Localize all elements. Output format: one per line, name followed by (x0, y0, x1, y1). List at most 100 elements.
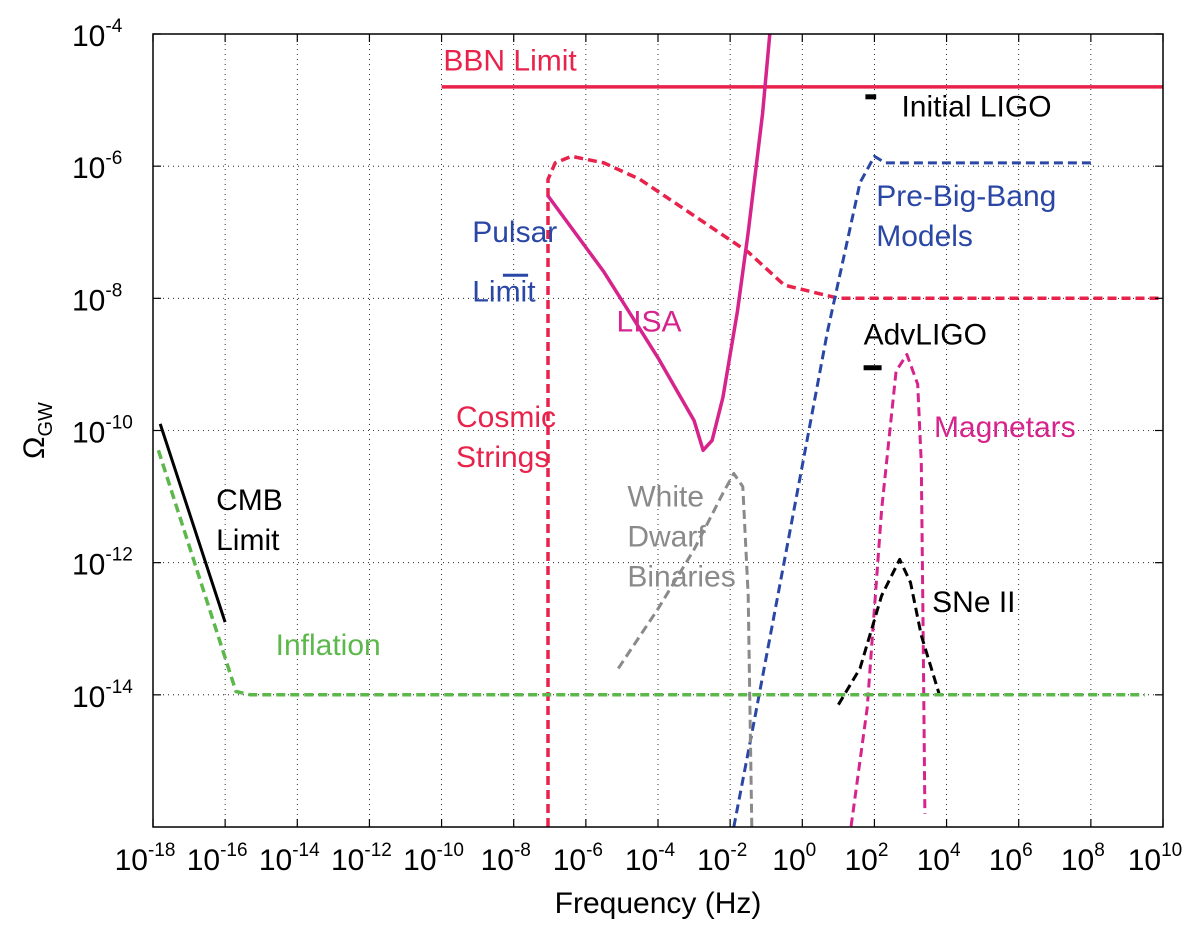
x-tick-exponent: 0 (806, 840, 817, 861)
annotation-line: Limit (216, 524, 280, 557)
annotation-line: Pre-Big-Bang (876, 180, 1056, 213)
x-tick-exponent: -8 (514, 840, 531, 861)
annotation-line: SNe II (932, 586, 1015, 619)
series-cmb-limit (158, 423, 227, 623)
y-tick-base: 10 (72, 284, 105, 317)
annotation-line: Inflation (276, 629, 381, 662)
x-tick-base: 10 (625, 844, 658, 877)
x-tick-base: 10 (1128, 844, 1161, 877)
x-tick-base: 10 (553, 844, 586, 877)
y-tick-label: 10-14 (72, 677, 133, 714)
annotation-line: Cosmic (456, 401, 556, 434)
x-tick-exponent: -2 (730, 840, 747, 861)
y-tick-label: 10-10 (72, 413, 133, 450)
series-cosmic-strings (546, 154, 1163, 827)
x-tick-exponent: -4 (658, 840, 675, 861)
annotation-line: Models (876, 220, 973, 253)
x-tick-base: 10 (697, 844, 730, 877)
annotation-line: Binaries (627, 560, 735, 593)
y-tick-exponent: -14 (105, 677, 133, 698)
series-group (156, 34, 1163, 827)
x-tick-base: 10 (187, 844, 220, 877)
annotation-line: Magnetars (934, 411, 1076, 444)
annotation-sne-ii: SNe II (932, 586, 1015, 619)
x-tick-base: 10 (1061, 844, 1094, 877)
annotation-line: White (627, 480, 704, 513)
y-tick-exponent: -4 (105, 16, 122, 37)
annotation-line: AdvLIGO (864, 319, 987, 352)
x-tick-label: 10-18 (115, 840, 176, 877)
x-tick-exponent: -10 (437, 840, 464, 861)
series-inflation (156, 449, 1145, 697)
y-tick-label: 10-4 (72, 16, 123, 53)
x-tick-base: 10 (403, 844, 436, 877)
y-tick-base: 10 (72, 152, 105, 185)
x-tick-exponent: -18 (148, 840, 175, 861)
y-axis-label: ΩGW (18, 402, 57, 459)
series-lisa (546, 34, 772, 453)
annotation-line: LISA (617, 305, 682, 338)
x-tick-base: 10 (989, 844, 1022, 877)
x-tick-exponent: 4 (950, 840, 961, 861)
x-axis-label: Frequency (Hz) (555, 887, 762, 920)
x-tick-exponent: -14 (292, 840, 320, 861)
y-tick-exponent: -12 (105, 545, 132, 566)
series-pre-big-bang-models (732, 154, 1091, 827)
x-tick-exponent: 2 (878, 840, 889, 861)
annotation-cmb-limit: CMB Limit (216, 484, 283, 557)
series-sne-ii (837, 557, 941, 706)
x-tick-base: 10 (917, 844, 950, 877)
annotation-line: CMB (216, 484, 283, 517)
x-tick-label: 104 (917, 840, 961, 877)
annotation-line: Pulsar (472, 216, 557, 249)
y-tick-exponent: -10 (105, 413, 132, 434)
x-tick-base: 10 (259, 844, 292, 877)
x-tick-label: 10-2 (697, 840, 747, 877)
x-tick-label: 10-8 (481, 840, 531, 877)
x-tick-label: 10-16 (187, 840, 248, 877)
x-tick-exponent: 8 (1094, 840, 1105, 861)
series-white-dwarf-binaries (617, 472, 754, 827)
y-tick-base: 10 (72, 681, 105, 714)
annotation-bbn-limit: BBN Limit (443, 44, 577, 77)
annotation-magnetars: Magnetars (934, 411, 1076, 444)
series-magnetars (849, 353, 927, 827)
annotation-lisa: LISA (617, 305, 682, 338)
x-tick-exponent: 6 (1022, 840, 1033, 861)
x-tick-exponent: -12 (364, 840, 391, 861)
annotation-limit: Limit (472, 276, 536, 309)
x-tick-label: 10-10 (403, 840, 464, 877)
annotation-white-dwarf-binaries: White Dwarf Binaries (627, 480, 735, 593)
x-tick-base: 10 (115, 844, 148, 877)
x-tick-label: 10-12 (331, 840, 392, 877)
y-tick-exponent: -6 (105, 148, 122, 169)
y-tick-label: 10-6 (72, 148, 122, 185)
y-tick-base: 10 (72, 549, 105, 582)
annotation-inflation: Inflation (276, 629, 381, 662)
y-axis-label-sub: GW (35, 402, 57, 437)
x-tick-label: 10-14 (259, 840, 320, 877)
y-tick-base: 10 (72, 417, 105, 450)
annotation-pre-big-bang-models: Pre-Big-Bang Models (876, 180, 1056, 253)
x-tick-base: 10 (481, 844, 514, 877)
x-tick-base: 10 (844, 844, 877, 877)
annotation-line: Strings (456, 441, 549, 474)
x-tick-exponent: -16 (220, 840, 247, 861)
x-tick-exponent: 10 (1161, 840, 1182, 861)
x-tick-label: 102 (844, 840, 888, 877)
annotation-advligo: AdvLIGO (864, 319, 987, 352)
y-axis-label-main: Ω (18, 437, 51, 459)
x-tick-label: 100 (772, 840, 816, 877)
y-tick-label: 10-12 (72, 545, 133, 582)
y-tick-exponent: -8 (105, 280, 122, 301)
annotation-initial-ligo: Initial LIGO (901, 91, 1051, 124)
annotation-line: Dwarf (627, 520, 706, 553)
axis-ticks: 10-18 10-16 10-14 10-12 10-10 10-8 10-6 10-4 10-… (72, 16, 1182, 877)
x-tick-label: 1010 (1128, 840, 1183, 877)
annotation-line: Limit (472, 276, 536, 309)
data-series (156, 34, 1163, 827)
x-tick-base: 10 (772, 844, 805, 877)
x-tick-label: 10-4 (625, 840, 676, 877)
